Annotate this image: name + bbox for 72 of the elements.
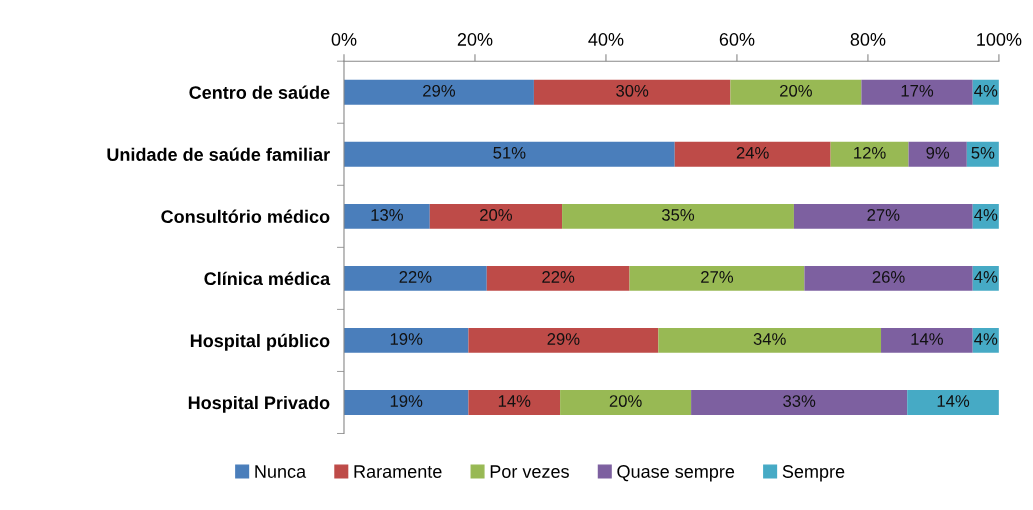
data-label: 33%: [783, 395, 816, 407]
data-label: 24%: [736, 146, 769, 159]
data-label: 4%: [974, 84, 998, 97]
x-tick-label: 100%: [977, 33, 1022, 46]
data-label: 19%: [390, 395, 423, 407]
y-tick-label: Unidade de saúde familiar: [107, 147, 330, 161]
data-label: 20%: [780, 84, 812, 97]
data-label: 30%: [616, 84, 649, 97]
data-label: 5%: [971, 147, 995, 159]
data-label: 51%: [493, 147, 526, 159]
data-label: 29%: [547, 333, 580, 345]
data-label: 26%: [872, 271, 905, 283]
bar: [629, 265, 805, 291]
bar: [343, 328, 469, 353]
data-label: 14%: [937, 395, 970, 407]
bar: [691, 390, 908, 415]
bar: [343, 79, 534, 105]
data-label: 4%: [974, 333, 998, 345]
x-tick-label: 60%: [719, 33, 755, 46]
data-label: 12%: [854, 146, 886, 159]
x-tick-label: 20%: [457, 33, 493, 46]
x-tick-label: 40%: [588, 33, 624, 46]
data-label: 27%: [701, 271, 734, 283]
data-label: 14%: [498, 395, 531, 407]
y-tick-label: Centro de saúde: [189, 85, 330, 99]
y-tick-label: Hospital Privado: [188, 395, 330, 413]
x-tick-label: 80%: [850, 33, 886, 46]
bar: [730, 79, 862, 105]
data-label: 29%: [423, 84, 456, 97]
bar: [468, 390, 561, 415]
bar: [343, 390, 469, 415]
bar: [674, 141, 831, 167]
data-label: 4%: [974, 209, 998, 221]
data-label: 22%: [542, 271, 575, 283]
bar: [343, 141, 675, 167]
bar: [804, 265, 973, 291]
data-label: 20%: [609, 395, 642, 407]
bar: [907, 390, 999, 415]
bar: [908, 141, 967, 167]
bar: [429, 203, 563, 229]
y-tick-label: Consultório médico: [161, 209, 330, 224]
data-label: 17%: [901, 84, 934, 97]
data-label: 20%: [480, 209, 513, 221]
bar: [562, 203, 794, 229]
data-label: 35%: [661, 209, 695, 221]
bar: [560, 390, 692, 415]
bar: [881, 328, 973, 353]
legend-label: Sempre: [782, 465, 845, 482]
data-label: 34%: [753, 333, 786, 345]
y-tick-label: Clínica médica: [204, 271, 331, 286]
legend-label: Nunca: [255, 465, 307, 478]
bar: [343, 265, 487, 291]
data-label: 9%: [926, 146, 950, 159]
bar: [468, 328, 659, 353]
data-label: 14%: [911, 333, 943, 345]
data-label: 13%: [371, 209, 403, 221]
bar: [658, 328, 882, 353]
data-label: 27%: [867, 209, 900, 221]
bar: [861, 79, 973, 105]
bar: [793, 203, 973, 229]
bar: [486, 265, 630, 291]
data-label: 19%: [390, 333, 423, 345]
x-tick-label: 0%: [331, 33, 357, 46]
data-label: 4%: [974, 271, 998, 283]
bar: [830, 141, 909, 167]
bar: [343, 203, 430, 229]
legend-label: Por vezes: [490, 465, 569, 478]
legend-label: Quase sempre: [617, 465, 735, 482]
y-tick-label: Hospital público: [190, 333, 330, 351]
data-label: 22%: [399, 271, 432, 283]
bar: [533, 79, 731, 105]
legend-label: Raramente: [354, 465, 442, 478]
